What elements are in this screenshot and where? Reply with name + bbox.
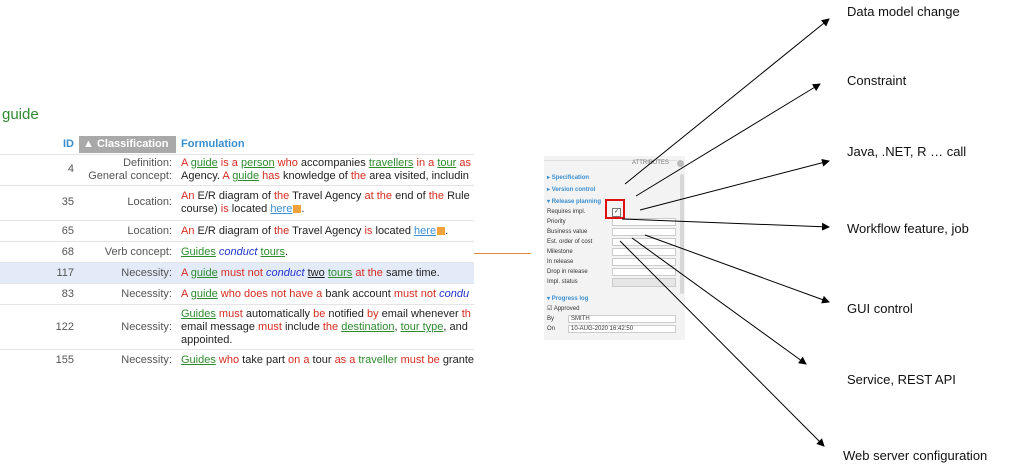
arrow-constraint — [635, 83, 821, 197]
requires-impl-checkbox[interactable]: ✓ — [612, 208, 621, 217]
attributes-panel: ATTRIBUTES ▸ Specification ▸ Version con… — [544, 156, 685, 340]
field-label: In release — [547, 259, 574, 265]
formulation-text: An E/R diagram of the Travel Agency at t… — [181, 190, 470, 215]
formulation-text: A guide must not conduct two tours at th… — [181, 267, 440, 279]
label-web-server: Web server configuration — [843, 448, 988, 463]
table-row[interactable]: 4 Definition: General concept: A guide i… — [0, 154, 474, 185]
field-label: Requires impl. — [547, 209, 586, 215]
arrow-workflow — [621, 218, 830, 231]
id-column-header[interactable]: ID — [63, 138, 74, 150]
field-label: Est. order of cost — [547, 239, 593, 245]
formulation-column-header[interactable]: Formulation — [181, 138, 245, 150]
field-label: Business value — [547, 229, 588, 235]
formulation-text: Guides conduct tours. — [181, 246, 289, 258]
page-title: guide — [2, 106, 39, 123]
panel-scrollbar[interactable] — [680, 174, 684, 294]
table-row[interactable]: 83 Necessity: A guide who does not have … — [0, 283, 474, 304]
label-workflow: Workflow feature, job — [847, 221, 969, 236]
table-row[interactable]: 117 Necessity: A guide must not conduct … — [0, 262, 474, 283]
on-label: On — [547, 326, 556, 332]
table-row[interactable]: 122 Necessity: Guides must automatically… — [0, 304, 474, 349]
business-value-select[interactable] — [612, 228, 676, 236]
field-label: Priority — [547, 219, 566, 225]
field-label: Milestone — [547, 249, 573, 255]
highlight-box — [605, 199, 625, 219]
section-specification[interactable]: ▸ Specification — [547, 175, 590, 181]
drop-in-release-input[interactable] — [612, 268, 676, 276]
field-label: Drop in release — [547, 269, 588, 275]
field-label: Impl. status — [547, 279, 578, 285]
by-input[interactable]: SMITH — [568, 315, 676, 323]
section-version-control[interactable]: ▸ Version control — [547, 187, 596, 193]
panel-divider — [544, 160, 677, 161]
formulation-text: A guide is a person who accompanies trav… — [181, 157, 471, 182]
arrow-gui-control — [644, 234, 830, 304]
impl-status-field — [612, 278, 676, 287]
section-progress-log[interactable]: ▾ Progress log — [547, 296, 589, 302]
label-data-model-change: Data model change — [847, 4, 960, 19]
table-row[interactable]: 155 Necessity: Guides who take part on a… — [0, 349, 474, 367]
formulation-text: An E/R diagram of the Travel Agency is l… — [181, 225, 449, 237]
table-row[interactable]: 65 Location: An E/R diagram of the Trave… — [0, 220, 474, 241]
table-row[interactable]: 35 Location: An E/R diagram of the Trave… — [0, 185, 474, 220]
help-icon[interactable] — [677, 160, 684, 167]
formulation-text: A guide who does not have a bank account… — [181, 288, 470, 300]
arrow-service-api — [631, 237, 807, 365]
classification-column-header[interactable]: ▲ Classification — [79, 136, 176, 153]
section-release-planning[interactable]: ▾ Release planning — [547, 199, 602, 205]
arrow-data-model — [624, 18, 830, 185]
connector-line — [474, 253, 531, 254]
formulation-text: Guides must automatically be notified by… — [181, 308, 471, 346]
priority-select[interactable] — [612, 218, 676, 226]
milestone-input[interactable] — [612, 248, 676, 256]
label-service-rest: Service, REST API — [847, 372, 956, 387]
label-constraint: Constraint — [847, 73, 907, 88]
by-label: By — [547, 316, 555, 322]
table-row[interactable]: 68 Verb concept: Guides conduct tours. — [0, 241, 474, 262]
label-gui-control: GUI control — [847, 301, 913, 316]
formulation-text: Guides who take part on a tour as a trav… — [181, 354, 474, 366]
label-java-call: Java, .NET, R … call — [847, 144, 967, 159]
arrow-web-server — [619, 240, 825, 447]
arrow-java-call — [639, 158, 830, 211]
cost-order-input[interactable] — [612, 238, 676, 246]
on-input[interactable]: 10-AUG-2020 16:42:50 — [568, 325, 676, 333]
approved-checkbox[interactable]: ☑ Approved — [547, 306, 580, 312]
